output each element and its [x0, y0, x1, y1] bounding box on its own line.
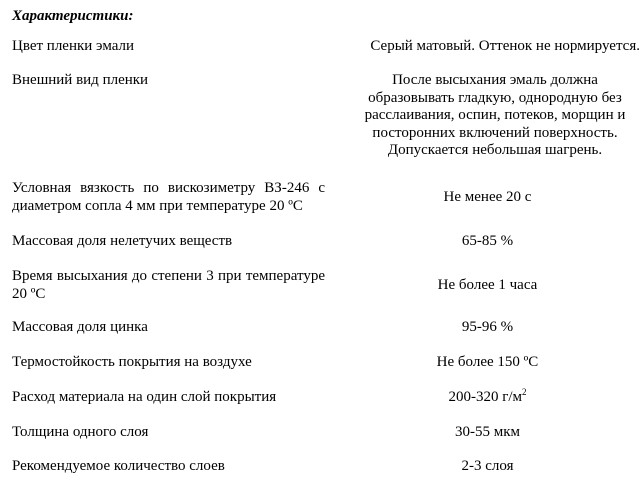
section-title: Характеристики:	[12, 8, 134, 24]
spec-row: Внешний вид пленки После высыхания эмаль…	[12, 72, 640, 160]
spec-value: 30-55 мкм	[454, 424, 521, 440]
spec-row: Толщина одного слоя 30-55 мкм	[12, 424, 640, 442]
spec-value: Не более 1 часа	[437, 276, 538, 293]
spec-value: 95-96 %	[461, 319, 514, 335]
spec-label: Толщина одного слоя	[12, 424, 149, 440]
spec-label: Условная вязкость по вискозиметру ВЗ-246…	[12, 180, 325, 214]
spec-value: Серый матовый. Оттенок не нормируется.	[370, 38, 640, 54]
spec-value: После высыхания эмаль должна образовыват…	[364, 72, 626, 158]
spec-row: Время высыхания до степени 3 при темпера…	[12, 268, 640, 303]
spec-label: Массовая доля нелетучих веществ	[12, 233, 233, 249]
spec-row: Расход материала на один слой покрытия 2…	[12, 387, 640, 407]
value-superscript: 2	[522, 387, 527, 397]
value-text: 200-320 г/м	[448, 389, 523, 405]
spec-row: Массовая доля нелетучих веществ 65-85 %	[12, 233, 640, 251]
spec-row: Цвет пленки эмали Серый матовый. Оттенок…	[12, 38, 640, 56]
spec-row: Условная вязкость по вискозиметру ВЗ-246…	[12, 180, 640, 215]
spec-label: Расход материала на один слой покрытия	[12, 389, 277, 405]
spec-label: Время высыхания до степени 3 при темпера…	[12, 268, 325, 302]
spec-row: Рекомендуемое количество слоев 2-3 слоя	[12, 458, 640, 476]
spec-value: 2-3 слоя	[461, 458, 514, 474]
spec-value: 65-85 %	[461, 233, 514, 249]
spec-row: Массовая доля цинка 95-96 %	[12, 319, 640, 337]
spec-value: Не более 150 ºС	[436, 354, 539, 370]
spec-label: Внешний вид пленки	[12, 72, 149, 88]
spec-value: 200-320 г/м2	[325, 387, 640, 407]
spec-label: Рекомендуемое количество слоев	[12, 458, 225, 474]
spec-label: Термостойкость покрытия на воздухе	[12, 354, 252, 370]
spec-label: Массовая доля цинка	[12, 319, 148, 335]
spec-value: Не менее 20 с	[443, 188, 532, 205]
spec-label: Цвет пленки эмали	[12, 38, 135, 54]
spec-row: Термостойкость покрытия на воздухе Не бо…	[12, 354, 640, 372]
